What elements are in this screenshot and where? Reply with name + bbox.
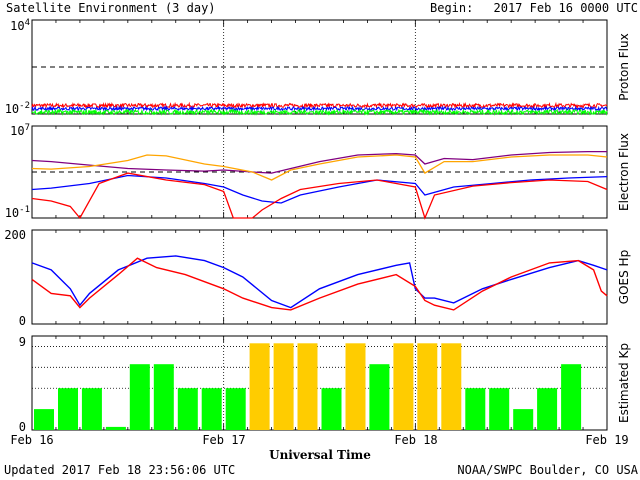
proton-series-line: [31, 107, 608, 116]
y-axis-label: GOES Hp: [617, 250, 631, 304]
kp-bar: [249, 343, 270, 430]
kp-bar: [393, 343, 414, 430]
kp-bar: [321, 388, 342, 430]
y-tick-label: 9: [19, 335, 26, 349]
kp-bar: [441, 343, 462, 430]
begin-value: 2017 Feb 16 0000 UTC: [494, 1, 639, 15]
chart-title: Satellite Environment (3 day): [6, 1, 216, 15]
kp-bar: [417, 343, 438, 430]
y-tick-label: 104: [10, 18, 30, 33]
x-axis-label: Universal Time: [269, 448, 371, 462]
electron-series-line: [31, 172, 608, 220]
kp-bar: [537, 388, 558, 430]
kp-bar: [489, 388, 510, 430]
kp-bar: [105, 426, 126, 430]
electron-series-line: [31, 174, 608, 204]
x-tick-label: Feb 17: [202, 433, 245, 447]
kp-bar: [345, 343, 366, 430]
y-tick-label: 200: [4, 228, 26, 242]
kp-bar: [297, 343, 318, 430]
y-tick-label: 0: [19, 314, 26, 328]
goes-hp-series-line: [31, 257, 608, 311]
y-axis-label: Electron Flux: [617, 133, 631, 211]
kp-bar: [225, 388, 246, 430]
electron-series-line: [31, 154, 608, 181]
y-axis-label: Estimated Kp: [617, 343, 631, 423]
proton-series-line: [31, 101, 608, 110]
kp-bar: [201, 388, 222, 430]
kp-bar: [34, 409, 54, 430]
kp-bar: [369, 364, 390, 430]
proton-series-line: [31, 105, 608, 113]
kp-bar: [177, 388, 198, 430]
goes-hp-series-line: [31, 255, 608, 309]
begin-label: Begin:: [430, 1, 473, 15]
kp-bar: [561, 364, 582, 430]
x-tick-label: Feb 16: [10, 433, 53, 447]
panels: 104 10-2 Proton Flux 107 10-1 Electron Flux 20…: [4, 18, 631, 434]
y-tick-label: 10-1: [5, 205, 30, 220]
kp-bar: [129, 364, 150, 430]
x-tick-label: Feb 19: [585, 433, 628, 447]
credit-text: NOAA/SWPC Boulder, CO USA: [457, 463, 638, 477]
kp-bar: [153, 364, 174, 430]
y-tick-label: 107: [10, 123, 30, 138]
kp-bar: [58, 388, 78, 430]
y-tick-label: 10-2: [5, 101, 30, 116]
kp-bar: [513, 409, 534, 430]
y-axis-label: Proton Flux: [617, 33, 631, 100]
x-tick-label: Feb 18: [394, 433, 437, 447]
updated-text: Updated 2017 Feb 18 23:56:06 UTC: [4, 463, 235, 477]
y-tick-label: 0: [19, 420, 26, 434]
kp-bar: [273, 343, 294, 430]
kp-bar: [465, 388, 486, 430]
kp-bar: [81, 388, 102, 430]
electron-series-line: [31, 150, 607, 174]
